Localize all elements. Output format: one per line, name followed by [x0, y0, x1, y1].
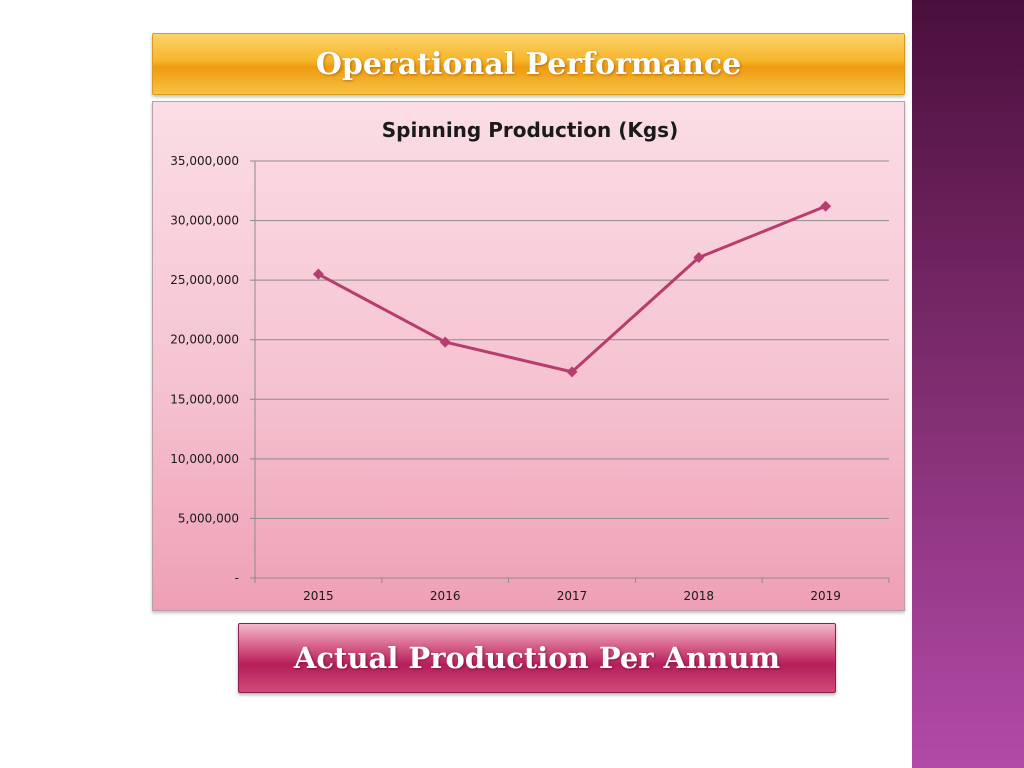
x-tick-label: 2015 [303, 589, 334, 603]
line-chart: Spinning Production (Kgs) - 5,000,000 10,0… [170, 118, 890, 603]
y-tick-label: - [235, 571, 239, 585]
chart-panel: Spinning Production (Kgs) - 5,000,000 10,0… [152, 101, 905, 611]
x-tick-label: 2017 [557, 589, 588, 603]
y-tick-label: 15,000,000 [170, 392, 239, 406]
header-banner: Operational Performance [152, 33, 905, 95]
y-tick-label: 5,000,000 [178, 511, 239, 525]
chart-title: Spinning Production (Kgs) [382, 118, 678, 142]
axis-layer [254, 161, 890, 583]
footer-caption: Actual Production Per Annum [293, 641, 781, 675]
x-tick-label: 2016 [430, 589, 461, 603]
data-point [312, 268, 324, 280]
side-decor-bar [912, 0, 1024, 768]
data-point [693, 252, 705, 264]
x-tick-label: 2018 [684, 589, 715, 603]
y-tick-label: 30,000,000 [170, 214, 239, 228]
grid-layer [250, 160, 889, 579]
y-axis-ticks: - 5,000,000 10,000,000 15,000,000 20,000,000… [170, 154, 239, 585]
x-tick-label: 2019 [810, 589, 841, 603]
footer-banner: Actual Production Per Annum [238, 623, 836, 693]
series-line [317, 204, 827, 374]
page-title: Operational Performance [315, 46, 742, 82]
y-tick-label: 10,000,000 [170, 452, 239, 466]
y-tick-label: 20,000,000 [170, 333, 239, 347]
y-tick-label: 35,000,000 [170, 154, 239, 168]
data-point [820, 200, 832, 212]
series-layer [312, 200, 832, 378]
y-tick-label: 25,000,000 [170, 273, 239, 287]
x-axis-ticks: 2015 2016 2017 2018 2019 [303, 589, 841, 603]
data-point [439, 336, 451, 348]
data-point [566, 366, 578, 378]
